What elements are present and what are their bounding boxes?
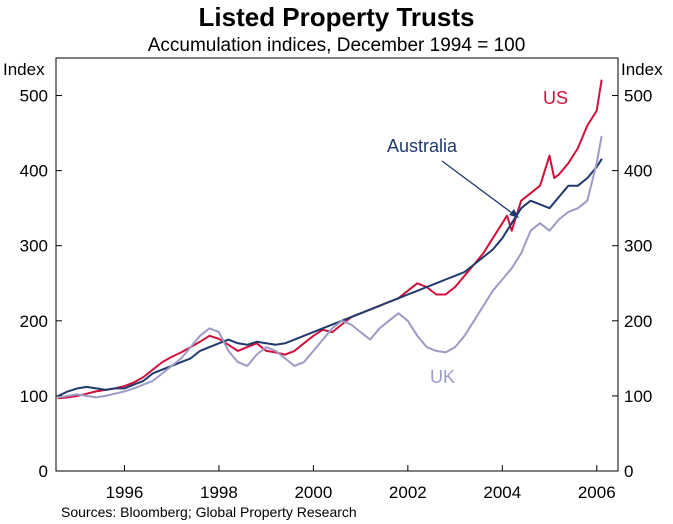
annotation-uk-label: UK	[430, 367, 455, 387]
y-tick-label-left: 500	[20, 87, 48, 106]
y-tick-label-right: 200	[624, 312, 652, 331]
y-tick-label-left: 0	[39, 462, 48, 481]
y-tick-label-right: 500	[624, 87, 652, 106]
series-line-australia	[57, 158, 603, 397]
y-axis-label-left: Index	[3, 60, 45, 79]
x-tick-label: 2004	[483, 483, 521, 502]
x-tick-label: 1998	[200, 483, 238, 502]
y-tick-label-left: 300	[20, 237, 48, 256]
x-tick-label: 2000	[294, 483, 332, 502]
x-tick-label: 2002	[389, 483, 427, 502]
annotation-australia-arrow-line	[441, 160, 517, 217]
y-axis-label-right: Index	[621, 60, 663, 79]
y-tick-label-left: 400	[20, 162, 48, 181]
source-note: Sources: Bloomberg; Global Property Rese…	[61, 504, 357, 520]
annotation-australia-label: Australia	[387, 136, 458, 156]
series-line-uk	[57, 135, 603, 399]
y-tick-label-right: 400	[624, 162, 652, 181]
y-tick-label-right: 300	[624, 237, 652, 256]
plot-frame	[55, 57, 619, 472]
y-tick-label-left: 200	[20, 312, 48, 331]
chart-subtitle: Accumulation indices, December 1994 = 10…	[147, 35, 526, 56]
x-tick-label: 1996	[106, 483, 144, 502]
y-tick-label-right: 100	[624, 387, 652, 406]
y-tick-label-left: 100	[20, 387, 48, 406]
x-tick-label: 2006	[578, 483, 616, 502]
series-line-us	[57, 79, 603, 400]
chart-title: Listed Property Trusts	[198, 2, 475, 32]
annotation-australia-arrow-head	[509, 209, 519, 218]
annotation-us-label: US	[543, 88, 568, 108]
y-tick-label-right: 0	[624, 462, 633, 481]
